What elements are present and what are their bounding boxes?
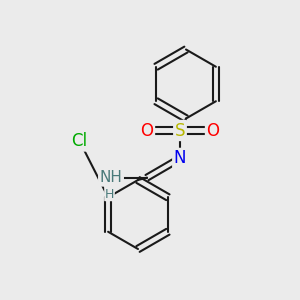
Text: S: S: [175, 122, 185, 140]
Text: O: O: [140, 122, 154, 140]
Text: NH: NH: [100, 170, 122, 185]
Text: O: O: [206, 122, 220, 140]
Text: H: H: [105, 188, 114, 201]
Text: Cl: Cl: [71, 132, 88, 150]
Text: N: N: [174, 149, 186, 167]
